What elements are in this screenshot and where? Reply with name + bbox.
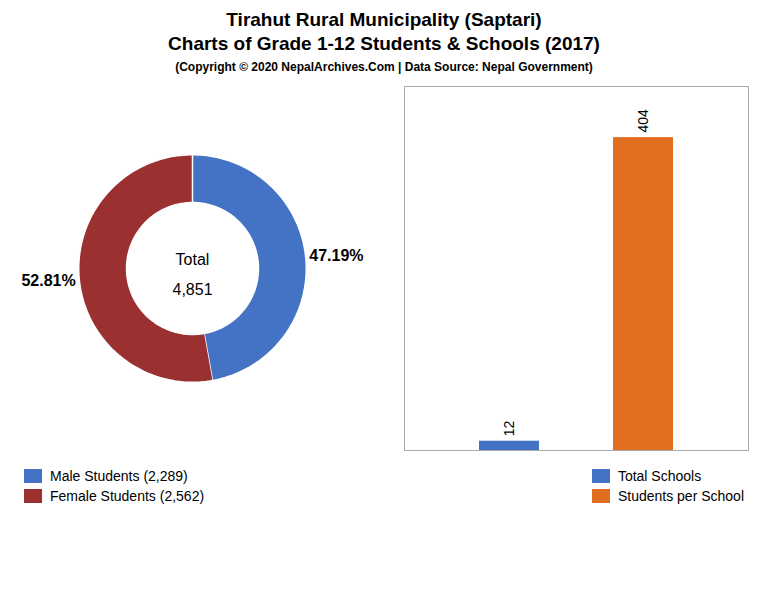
html-text:Tirahut Rural Municipality (Sa: Tirahut Rural Municipality (Saptari) <box>226 9 542 30</box>
svg-text:52.81%: 52.81% <box>21 272 75 289</box>
html-text:Female Students (2,562): Female Students (2,562) <box>50 488 205 504</box>
svg-text:4,851: 4,851 <box>172 281 212 298</box>
svg-text:Total: Total <box>176 251 210 268</box>
svg-text:12: 12 <box>501 420 517 436</box>
html-text:Total Schools: Total Schools <box>617 468 702 484</box>
html-text:Male Students (2,289): Male Students (2,289) <box>50 468 188 484</box>
svg-text:404: 404 <box>635 109 651 133</box>
html-text:Students per School: Students per School <box>617 488 744 504</box>
html-text:Charts of Grade 1-12 Students: Charts of Grade 1-12 Students & Schools … <box>168 33 600 54</box>
html-text:(Copyright © 2020 NepalArchive: (Copyright © 2020 NepalArchives.Com | Da… <box>175 60 593 74</box>
svg-text:47.19%: 47.19% <box>309 247 363 264</box>
